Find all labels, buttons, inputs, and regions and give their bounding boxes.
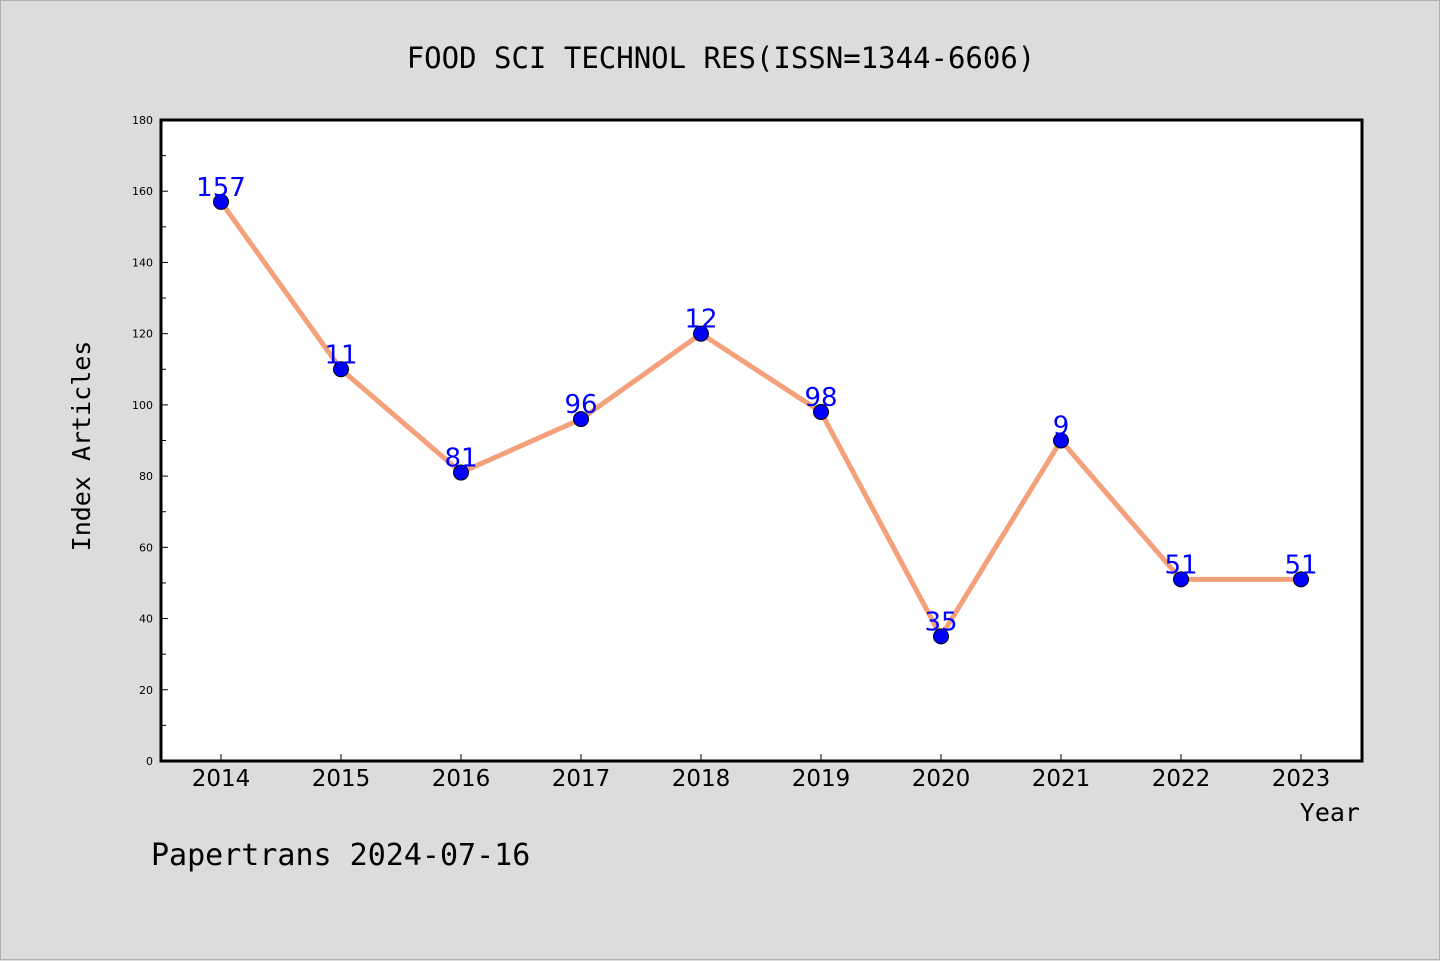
y-tick-label: 120 xyxy=(132,328,153,341)
data-point xyxy=(1293,571,1309,588)
x-axis: 2014 2015 2016 2017 2018 2019 2020 2021 2022 2023 xyxy=(192,754,1331,792)
y-tick-label: 160 xyxy=(132,185,153,198)
data-label: 35 xyxy=(924,607,957,637)
x-tick-label: 2016 xyxy=(432,766,491,792)
data-point xyxy=(573,411,589,428)
data-point xyxy=(813,404,829,421)
data-label: 11 xyxy=(324,340,357,370)
y-tick-label: 180 xyxy=(132,114,153,127)
data-point xyxy=(1173,571,1189,588)
x-axis-title: Year xyxy=(1300,798,1360,827)
data-label: 51 xyxy=(1284,550,1317,580)
y-tick-label: 100 xyxy=(132,399,153,412)
x-tick-label: 2015 xyxy=(312,766,371,792)
footer-text: Papertrans 2024-07-16 xyxy=(151,838,530,873)
data-label: 51 xyxy=(1164,550,1197,580)
chart-title: FOOD SCI TECHNOL RES(ISSN=1344-6606) xyxy=(407,41,1036,75)
data-point xyxy=(213,193,229,210)
x-tick-label: 2020 xyxy=(912,766,971,792)
data-label: 98 xyxy=(804,383,837,413)
data-label: 96 xyxy=(564,390,597,420)
plot-border xyxy=(159,118,1364,763)
y-tick-label: 140 xyxy=(132,256,153,269)
data-label: 157 xyxy=(196,173,246,203)
y-tick-label: 20 xyxy=(139,684,153,697)
data-label: 9 xyxy=(1053,412,1070,442)
x-tick-label: 2019 xyxy=(792,766,851,792)
x-tick-label: 2014 xyxy=(192,766,251,792)
data-label: 12 xyxy=(684,305,717,335)
data-point xyxy=(933,628,949,645)
series-index-articles: 157 11 81 96 12 98 35 9 51 51 xyxy=(196,173,1318,645)
data-point xyxy=(333,361,349,378)
x-tick-label: 2021 xyxy=(1032,766,1091,792)
plot-area xyxy=(161,120,1362,761)
y-tick-label: 60 xyxy=(139,541,153,554)
x-tick-label: 2023 xyxy=(1272,766,1331,792)
x-tick-label: 2018 xyxy=(672,766,731,792)
y-axis-title: Index Articles xyxy=(67,341,96,552)
data-label: 81 xyxy=(444,444,477,474)
x-tick-label: 2017 xyxy=(552,766,611,792)
data-point xyxy=(453,464,469,481)
x-tick-label: 2022 xyxy=(1152,766,1211,792)
series-line xyxy=(218,199,1304,639)
data-point xyxy=(693,325,709,342)
y-tick-label: 0 xyxy=(146,755,153,768)
y-tick-label: 40 xyxy=(139,613,153,626)
y-tick-label: 80 xyxy=(139,470,153,483)
data-point xyxy=(1053,432,1069,449)
